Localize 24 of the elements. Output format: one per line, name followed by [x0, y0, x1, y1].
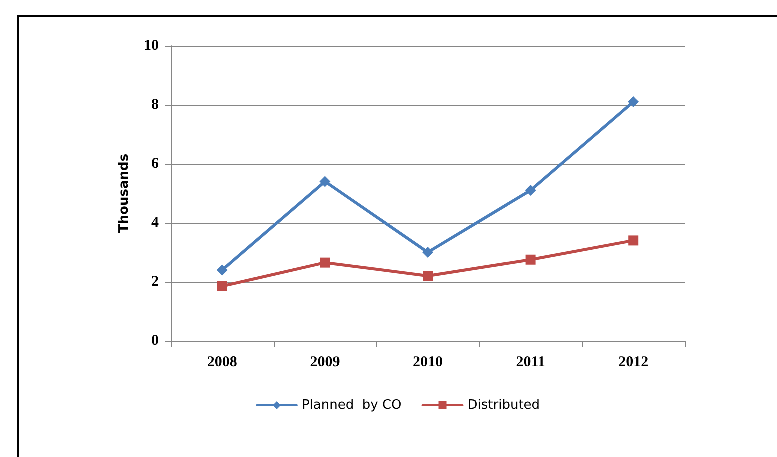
y-axis-title: Thousands	[117, 154, 132, 234]
point	[216, 264, 228, 276]
y-tick-label: 2	[152, 274, 159, 290]
point	[217, 281, 228, 292]
y-tick-label: 10	[144, 38, 159, 54]
point	[423, 271, 433, 282]
point	[422, 247, 434, 258]
x-tick-label: 2011	[516, 354, 546, 370]
point	[526, 254, 536, 265]
x-tick-label: 2012	[618, 354, 649, 370]
y-tick-label: 0	[152, 333, 159, 349]
x-tick-label: 2008	[207, 354, 238, 370]
point	[628, 96, 640, 108]
y-tick-label: 6	[152, 156, 160, 172]
legend-label: Planned by CO	[302, 398, 402, 413]
y-tick-label: 8	[152, 97, 159, 113]
x-tick-label: 2010	[413, 354, 443, 370]
point	[320, 176, 331, 188]
x-tick-label: 2009	[310, 354, 340, 370]
point	[628, 236, 639, 246]
point	[525, 185, 536, 196]
legend-label: Distributed	[468, 398, 540, 413]
point	[320, 258, 330, 268]
y-tick-label: 4	[152, 215, 160, 231]
